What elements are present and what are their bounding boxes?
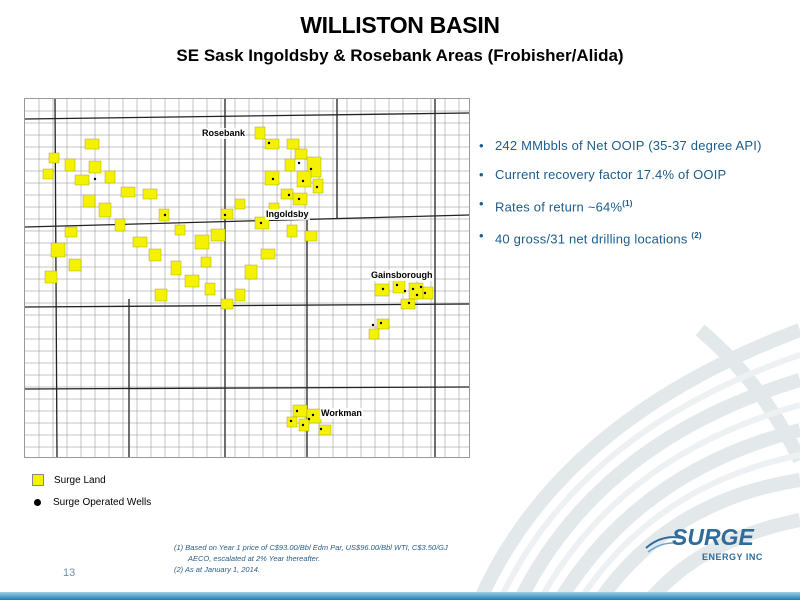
map-grid [25,99,469,457]
bullet-item: • Rates of return ~64%(1) [479,196,633,215]
surge-operated-wells [93,141,427,431]
map-legend: Surge Land Surge Operated Wells [32,474,151,518]
footnote-ref: (2) [691,231,702,241]
map-label-ingoldsby: Ingoldsby [265,209,310,220]
bullet-dot-icon: • [479,167,484,182]
bullet-dot-icon: • [479,196,484,211]
yellow-swatch-icon [32,474,44,486]
legend-item-operated-wells: Surge Operated Wells [32,496,151,508]
bottom-band [0,592,800,600]
swoosh-icon [645,536,683,553]
page-title: WILLISTON BASIN [300,12,500,38]
legend-item-surge-land: Surge Land [32,474,151,486]
bullet-item: • 40 gross/31 net drilling locations (2) [479,228,702,247]
footnote-2: (2) As at January 1, 2014. [174,565,261,574]
map-label-gainsborough: Gainsborough [370,270,434,281]
bullet-dot-icon: • [479,228,484,244]
bullet-dot-icon: • [479,138,484,153]
page-subtitle: SE Sask Ingoldsby & Rosebank Areas (Frob… [176,46,624,65]
map-graphic [25,99,469,457]
footnote-1-cont: AECO, escalated at 2% Year thereafter. [188,554,321,563]
logo-name: SURGE [672,524,754,550]
bullet-item: • Current recovery factor 17.4% of OOIP [479,167,727,182]
logo-tagline: ENERGY INC [702,552,763,562]
bullet-item: • 242 MMbbls of Net OOIP (35-37 degree A… [479,138,762,153]
footnote-1: (1) Based on Year 1 price of C$93.00/Bbl… [174,543,448,552]
surge-land-parcels [42,126,434,436]
land-map: Rosebank Ingoldsby Gainsborough Workman [24,98,470,458]
surge-logo: SURGE ENERGY INC [640,524,790,574]
footnote-ref: (1) [622,199,633,208]
key-facts-list: • 242 MMbbls of Net OOIP (35-37 degree A… [479,136,779,259]
map-label-workman: Workman [320,408,363,419]
page-number: 13 [63,567,76,579]
well-dot-icon [34,498,41,506]
footnotes: (1) Based on Year 1 price of C$93.00/Bbl… [174,542,448,575]
map-label-rosebank: Rosebank [201,128,247,139]
